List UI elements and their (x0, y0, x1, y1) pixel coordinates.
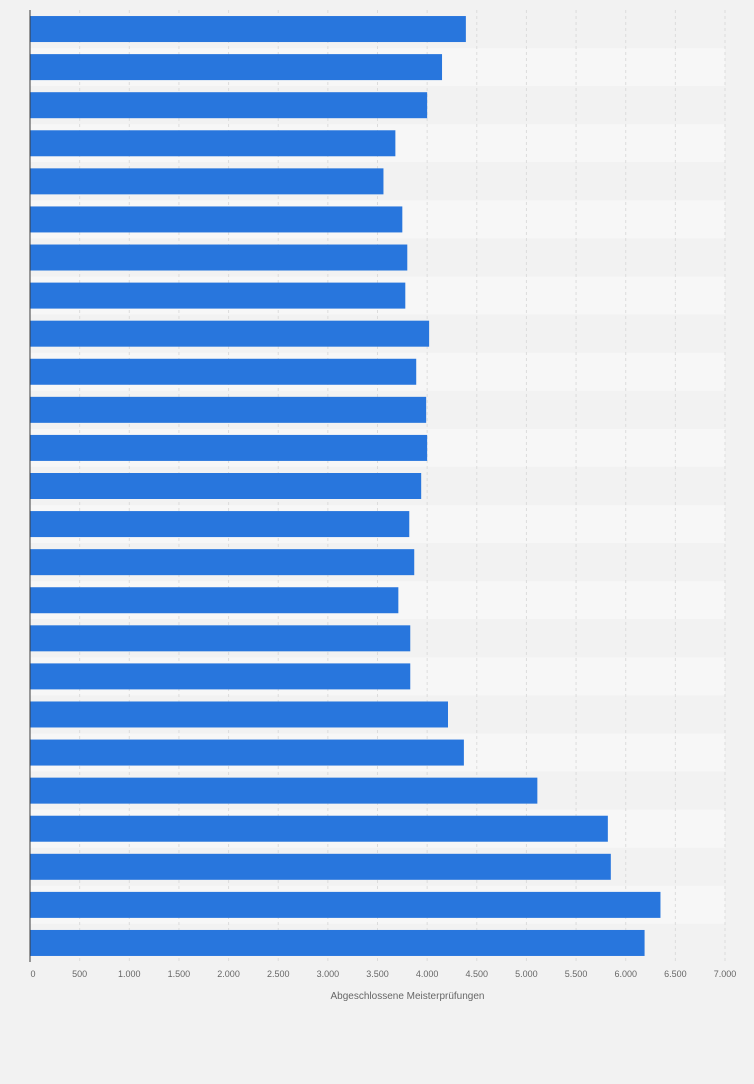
bar[interactable] (30, 739, 464, 766)
bar[interactable] (30, 358, 417, 385)
x-tick-label: 2.000 (217, 969, 240, 979)
x-tick-label: 4.000 (416, 969, 439, 979)
x-tick-label: 1.000 (118, 969, 141, 979)
x-tick-label: 4.500 (466, 969, 489, 979)
bar[interactable] (30, 853, 611, 880)
x-tick-labels: 0 500 1.000 1.500 2.000 2.500 3.000 3.500 4.000 4… (30, 969, 736, 979)
bar[interactable] (30, 625, 411, 652)
bar[interactable] (30, 434, 428, 461)
x-tick-label: 2.500 (267, 969, 290, 979)
bars (30, 16, 661, 956)
bar[interactable] (30, 244, 408, 271)
bar[interactable] (30, 206, 403, 233)
bar[interactable] (30, 663, 411, 690)
bar[interactable] (30, 511, 410, 538)
bar[interactable] (30, 396, 427, 423)
x-tick-label: 1.500 (168, 969, 191, 979)
bar[interactable] (30, 130, 396, 157)
x-axis-label: Abgeschlossene Meisterprüfungen (331, 991, 485, 1002)
x-tick-label: 6.500 (664, 969, 687, 979)
bar[interactable] (30, 701, 448, 728)
bar[interactable] (30, 815, 608, 842)
bar[interactable] (30, 282, 406, 309)
bar[interactable] (30, 320, 430, 347)
x-tick-label: 5.500 (565, 969, 588, 979)
bar[interactable] (30, 473, 422, 499)
x-tick-label: 6.000 (614, 969, 637, 979)
bar[interactable] (30, 168, 384, 195)
bar[interactable] (30, 777, 538, 804)
x-tick-label: 0 (30, 969, 35, 979)
bar[interactable] (30, 92, 428, 119)
bar[interactable] (30, 891, 661, 918)
x-tick-label: 3.000 (317, 969, 340, 979)
bar[interactable] (30, 549, 415, 576)
x-tick-label: 3.500 (366, 969, 389, 979)
bar[interactable] (30, 16, 466, 43)
x-tick-label: 5.000 (515, 969, 538, 979)
x-tick-label: 500 (72, 969, 87, 979)
bar[interactable] (30, 587, 399, 614)
bar[interactable] (30, 54, 443, 81)
x-tick-label: 7.000 (714, 969, 737, 979)
bar[interactable] (30, 929, 645, 956)
